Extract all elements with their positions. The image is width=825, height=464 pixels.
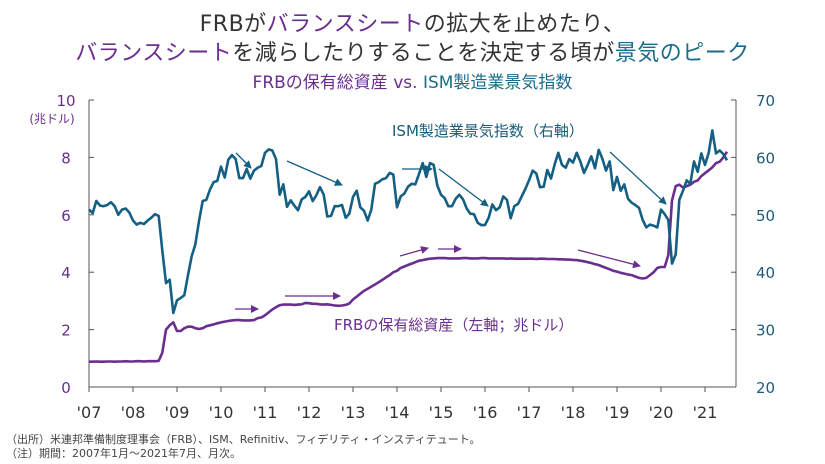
source-note: （出所）米連邦準備制度理事会（FRB）、ISM、Refinitiv、フィデリティ… [6, 433, 481, 446]
right-tick-label: 60 [756, 149, 775, 167]
left-tick-label: 2 [61, 322, 71, 340]
left-tick-label: 10 [56, 92, 75, 110]
left-tick-label: 8 [61, 149, 71, 167]
left-tick-label: 6 [61, 207, 71, 225]
x-tick-label: '17 [517, 403, 542, 422]
trend-arrow [286, 160, 343, 186]
trend-arrow [609, 151, 667, 205]
left-tick-label: 0 [61, 379, 71, 397]
trend-arrow [577, 249, 641, 269]
headline-2-part-2: 景気のピーク [614, 41, 750, 66]
ism-index-line [88, 129, 729, 315]
x-tick-label: '21 [693, 403, 718, 422]
right-tick-label: 30 [756, 322, 775, 340]
x-tick-label: '08 [121, 403, 146, 422]
x-tick-label: '11 [253, 403, 278, 422]
headline-line-1: FRBがバランスシートの拡大を止めたり、 [0, 6, 825, 38]
right-tick-label: 20 [756, 379, 775, 397]
chart-title-vs: vs. [387, 73, 423, 93]
period-note: （注）期間：2007年1月～2021年7月、月次。 [6, 447, 241, 460]
frb-assets-line [89, 150, 729, 364]
labels: ISM製造業景気指数（右軸） FRBの保有総資産（左軸；兆ドル） [334, 122, 584, 334]
x-tick-label: '13 [341, 403, 366, 422]
chart-title: FRBの保有総資産 vs. ISM製造業景気指数 [0, 68, 825, 93]
x-tick-label: '20 [649, 403, 674, 422]
x-tick-label: '18 [561, 403, 586, 422]
x-tick-label: '14 [385, 403, 410, 422]
chart-title-frb: FRBの保有総資産 [252, 73, 388, 93]
right-tick-label: 40 [756, 264, 775, 282]
arrows [235, 151, 667, 313]
headline-1-part-2: の拡大を止めたり、 [423, 12, 626, 37]
chart-title-ism: ISM製造業景気指数 [422, 73, 573, 93]
axes: 0 2 4 6 8 10 (兆ドル) 20 30 40 50 60 70 '07 '08 '09 '10 '11 '… [29, 92, 775, 422]
trend-arrow [399, 246, 429, 257]
trend-arrow [438, 168, 489, 207]
headline-1-part-1: バランスシート [266, 12, 424, 37]
x-tick-label: '12 [297, 403, 322, 422]
x-tick-label: '19 [605, 403, 630, 422]
left-tick-label: 4 [61, 264, 71, 282]
x-tick-label: '16 [473, 403, 498, 422]
headline-1-part-0: FRBが [199, 12, 267, 37]
x-tick-label: '10 [209, 403, 234, 422]
right-tick-label: 50 [756, 207, 775, 225]
frb-series-label: FRBの保有総資産（左軸；兆ドル） [334, 316, 573, 334]
headline-2-part-1: を減らしたりすることを決定する頃が [232, 41, 615, 66]
x-tick-label: '07 [77, 403, 102, 422]
headline-2-part-0: バランスシート [75, 41, 233, 66]
left-axis-unit: (兆ドル) [29, 112, 74, 126]
headline-line-2: バランスシートを減らしたりすることを決定する頃が景気のピーク [0, 35, 825, 67]
x-tick-label: '15 [429, 403, 454, 422]
series-lines [88, 129, 729, 364]
x-tick-label: '09 [165, 403, 190, 422]
trend-arrow [235, 152, 252, 169]
ism-series-label: ISM製造業景気指数（右軸） [392, 122, 584, 140]
right-tick-label: 70 [756, 92, 775, 110]
